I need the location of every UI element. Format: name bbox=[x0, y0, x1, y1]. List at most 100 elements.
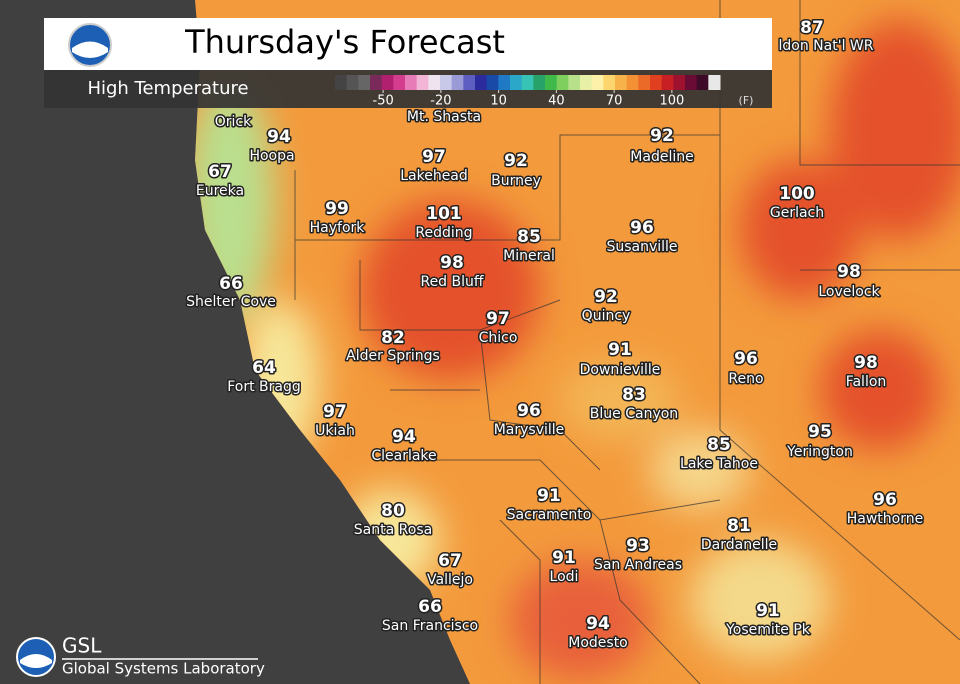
colorbar-swatch bbox=[451, 75, 464, 90]
colorbar-swatch bbox=[626, 75, 639, 90]
city-temp: 94 bbox=[267, 127, 291, 147]
city-temp: 101 bbox=[426, 204, 462, 224]
city-temp: 96 bbox=[517, 401, 541, 421]
boundaries bbox=[294, 0, 960, 684]
city-temp: 87 bbox=[800, 18, 824, 38]
city-name: Mt. Shasta bbox=[407, 109, 481, 125]
city-name: Lodi bbox=[550, 569, 579, 585]
city-name: Downieville bbox=[580, 362, 661, 378]
city-name: Yerington bbox=[786, 444, 853, 460]
city-temp: 85 bbox=[517, 227, 541, 247]
colorbar-swatch bbox=[708, 75, 721, 90]
colorbar-tick-label: 100 bbox=[659, 94, 684, 109]
colorbar-tick-label: 70 bbox=[606, 94, 623, 109]
city-temp: 99 bbox=[325, 199, 349, 219]
city-name: Yosemite Pk bbox=[725, 622, 811, 638]
city-temp: 81 bbox=[727, 516, 751, 536]
colorbar-swatch bbox=[521, 75, 534, 90]
city-name: Red Bluff bbox=[420, 274, 483, 290]
colorbar-swatch bbox=[475, 75, 488, 90]
city-temp: 91 bbox=[537, 486, 561, 506]
city-name: Gerlach bbox=[770, 205, 824, 221]
colorbar-swatch bbox=[580, 75, 593, 90]
city-name: Burney bbox=[491, 173, 541, 189]
city-name: Fort Bragg bbox=[227, 379, 301, 395]
colorbar-swatch bbox=[463, 75, 476, 90]
city-temp: 98 bbox=[837, 262, 861, 282]
city-name: San Andreas bbox=[594, 557, 682, 573]
city-name: Lake Tahoe bbox=[680, 456, 758, 472]
city-name: Madeline bbox=[630, 149, 693, 165]
colorbar-swatch bbox=[685, 75, 698, 90]
city-temp: 91 bbox=[608, 340, 632, 360]
city-name: Ukiah bbox=[315, 423, 355, 439]
colorbar-swatch bbox=[358, 75, 371, 90]
city-temp: 95 bbox=[808, 422, 832, 442]
colorbar-swatch bbox=[510, 75, 523, 90]
colorbar-swatch bbox=[696, 75, 709, 90]
city-temp: 91 bbox=[552, 548, 576, 568]
footer-name: Global Systems Laboratory bbox=[62, 660, 265, 678]
city-temp: 97 bbox=[486, 309, 510, 329]
city-temp: 97 bbox=[422, 147, 446, 167]
colorbar-swatch bbox=[603, 75, 616, 90]
footer-logo-bird bbox=[20, 654, 52, 668]
footer-logo-text: GSL bbox=[62, 634, 102, 658]
city-temp: 97 bbox=[323, 402, 347, 422]
city-name: Orick bbox=[215, 114, 252, 130]
colorbar-swatch bbox=[428, 75, 441, 90]
colorbar-tick-label: -20 bbox=[430, 94, 451, 109]
colorbar-swatch bbox=[393, 75, 406, 90]
city-temp: 92 bbox=[504, 151, 528, 171]
city-temp: 67 bbox=[208, 162, 232, 182]
city-temp: 80 bbox=[381, 501, 405, 521]
colorbar-swatch bbox=[661, 75, 674, 90]
colorbar-unit: (F) bbox=[739, 94, 754, 107]
colorbar-swatch bbox=[440, 75, 453, 90]
colorbar-swatch bbox=[335, 75, 348, 90]
colorbar-swatch bbox=[673, 75, 686, 90]
city-name: Reno bbox=[728, 371, 763, 387]
city-name: San Francisco bbox=[382, 618, 478, 634]
colorbar-swatch bbox=[556, 75, 569, 90]
city-name: Clearlake bbox=[371, 448, 436, 464]
city-name: Alder Springs bbox=[346, 348, 440, 364]
city-temp: 91 bbox=[756, 601, 780, 621]
colorbar-swatch bbox=[545, 75, 558, 90]
city-name: Hoopa bbox=[249, 148, 294, 164]
city-temp: 94 bbox=[392, 427, 416, 447]
city-name: Redding bbox=[415, 225, 472, 241]
city-name: Lovelock bbox=[818, 284, 880, 300]
colorbar-swatch bbox=[650, 75, 663, 90]
city-temp: 66 bbox=[219, 274, 243, 294]
colorbar-swatch bbox=[638, 75, 651, 90]
colorbar-swatch bbox=[381, 75, 394, 90]
colorbar-swatch bbox=[533, 75, 546, 90]
city-name: Dardanelle bbox=[701, 537, 777, 553]
city-temp: 98 bbox=[440, 253, 464, 273]
city-name: Quincy bbox=[582, 308, 631, 324]
city-temp: 92 bbox=[650, 126, 674, 146]
city-name: Hayfork bbox=[310, 220, 366, 236]
colorbar-swatch bbox=[486, 75, 499, 90]
city-name: Hawthorne bbox=[847, 511, 923, 527]
city-name: Eureka bbox=[196, 183, 244, 199]
colorbar-swatch bbox=[346, 75, 359, 90]
city-name: Shelter Cove bbox=[186, 294, 276, 310]
city-temp: 92 bbox=[594, 287, 618, 307]
city-temp: 82 bbox=[381, 328, 405, 348]
colorbar-tick-label: -50 bbox=[373, 94, 394, 109]
city-temp: 85 bbox=[707, 435, 731, 455]
noaa-logo-bird bbox=[72, 41, 108, 58]
colorbar-tick-label: 10 bbox=[490, 94, 507, 109]
city-temp: 67 bbox=[438, 551, 462, 571]
colorbar-swatch bbox=[416, 75, 429, 90]
colorbar-swatch bbox=[370, 75, 383, 90]
city-temp: 96 bbox=[630, 218, 654, 238]
city-temp: 64 bbox=[252, 358, 276, 378]
city-temp: 100 bbox=[779, 184, 815, 204]
city-temp: 66 bbox=[418, 597, 442, 617]
